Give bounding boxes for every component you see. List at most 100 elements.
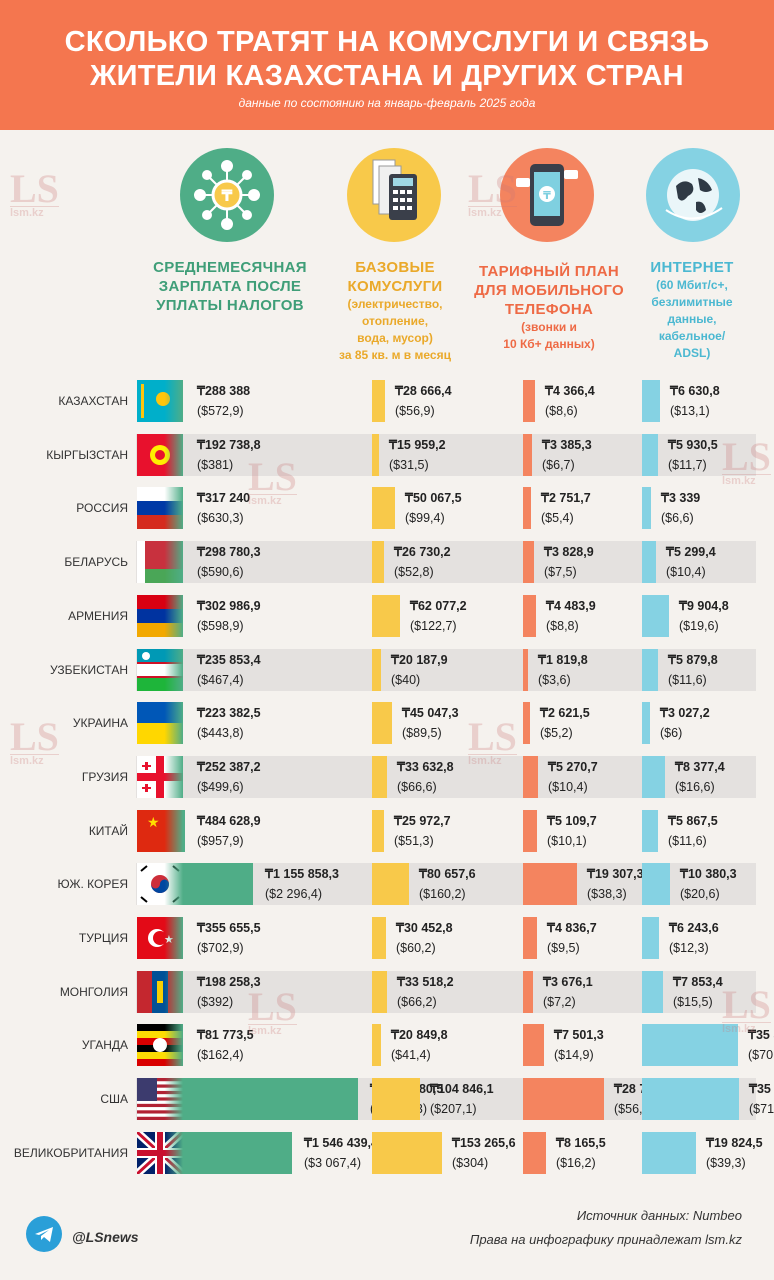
value-kzt: ₸35 502 — [748, 1028, 774, 1043]
value-usd: ($443,8) — [197, 726, 244, 741]
value-label-salary: ₸302 986,9 ($598,9) — [197, 596, 261, 636]
value-usd: ($66,6) — [397, 779, 437, 794]
value-kzt: ₸15 959,2 — [389, 437, 446, 452]
telegram-handle[interactable]: @LSnews — [72, 1229, 139, 1245]
value-usd: ($6,6) — [661, 511, 694, 526]
country-label: ЮЖ. КОРЕЯ — [57, 877, 128, 892]
value-usd: ($10,1) — [547, 833, 587, 848]
bar-utilities — [372, 648, 381, 691]
value-kzt: ₸317 240 — [197, 491, 251, 506]
value-kzt: ₸3 385,3 — [542, 437, 592, 452]
country-label: УГАНДА — [81, 1038, 128, 1053]
bar-utilities — [372, 1024, 381, 1067]
value-usd: ($6,7) — [542, 457, 575, 472]
value-usd: ($16,2) — [556, 1155, 596, 1170]
flag-kg — [137, 433, 183, 476]
value-usd: ($40) — [391, 672, 421, 687]
value-label-mobile: ₸4 836,7 ($9,5) — [547, 918, 597, 958]
column-heading-utilities: БАЗОВЫЕ КОМУСЛУГИ (электричество, отопление… — [316, 258, 474, 364]
value-kzt: ₸2 751,7 — [541, 491, 591, 506]
flag-kr — [137, 863, 183, 906]
value-usd: ($19,6) — [679, 618, 719, 633]
country-label: БЕЛАРУСЬ — [64, 555, 128, 570]
value-label-internet: ₸8 377,4 ($16,6) — [675, 757, 725, 797]
bar-internet — [642, 755, 665, 798]
telegram-icon[interactable] — [26, 1216, 62, 1252]
value-kzt: ₸10 380,3 — [680, 867, 737, 882]
column-subtitle-line: отопление, — [361, 314, 429, 328]
value-label-mobile: ₸8 165,5 ($16,2) — [556, 1133, 606, 1173]
value-label-salary: ₸1 546 439,4 ($3 067,4) — [304, 1133, 378, 1173]
value-kzt: ₸252 387,2 — [197, 759, 261, 774]
value-kzt: ₸298 780,3 — [197, 545, 261, 560]
value-kzt: ₸28 666,4 — [395, 384, 452, 398]
country-label: ГРУЗИЯ — [81, 769, 128, 784]
value-kzt: ₸6 243,6 — [669, 921, 719, 935]
flag-uz — [137, 648, 183, 691]
value-label-internet: ₸35 950,3 ($71) — [749, 1079, 774, 1119]
bar-internet — [642, 541, 656, 584]
watermark-logo: LS lsm.kz — [722, 434, 771, 487]
value-label-internet: ₸5 299,4 ($10,4) — [666, 542, 716, 582]
column-title-line: ТАРИФНЫЙ ПЛАН — [479, 263, 619, 280]
bar-mobile — [523, 1078, 604, 1121]
country-label: АРМЕНИЯ — [68, 608, 128, 623]
value-label-utilities: ₸80 657,6 ($160,2) — [419, 864, 476, 904]
value-kzt: ₸235 853,4 — [197, 652, 261, 667]
value-usd: ($3,6) — [538, 672, 571, 687]
value-label-utilities: ₸62 077,2 ($122,7) — [410, 596, 467, 636]
value-kzt: ₸5 867,5 — [668, 813, 718, 828]
flag-ru — [137, 487, 183, 530]
value-usd: ($702,9) — [197, 941, 244, 955]
watermark-site: lsm.kz — [248, 494, 297, 507]
value-label-mobile: ₸1 819,8 ($3,6) — [538, 650, 588, 690]
value-usd: ($11,6) — [668, 672, 707, 687]
value-label-mobile: ₸4 366,4 ($8,6) — [545, 381, 595, 421]
value-label-mobile: ₸19 307,3 ($38,3) — [587, 864, 644, 904]
column-subtitle-line: ADSL) — [673, 346, 711, 360]
bar-mobile — [523, 594, 536, 637]
value-usd: ($31,5) — [389, 457, 429, 472]
value-kzt: ₸104 846,1 — [430, 1082, 494, 1097]
bar-internet — [642, 380, 660, 422]
value-kzt: ₸355 655,5 — [197, 921, 261, 935]
money-network-icon: ₸ — [180, 148, 274, 242]
bar-utilities — [372, 917, 386, 959]
svg-text:₸: ₸ — [221, 186, 232, 205]
bar-mobile — [523, 1131, 546, 1174]
value-label-mobile: ₸7 501,3 ($14,9) — [554, 1025, 604, 1065]
value-label-internet: ₸10 380,3 ($20,6) — [680, 864, 737, 904]
globe-icon — [646, 148, 740, 242]
watermark-site: lsm.kz — [722, 1022, 771, 1035]
value-label-utilities: ₸26 730,2 ($52,8) — [394, 542, 451, 582]
value-kzt: ₸2 621,5 — [540, 706, 590, 721]
title-line-2: ЖИТЕЛИ КАЗАХСТАНА И ДРУГИХ СТРАН — [90, 60, 684, 92]
value-label-salary: ₸288 388 ($572,9) — [197, 381, 250, 421]
value-usd: ($590,6) — [197, 565, 244, 580]
country-label: ТУРЦИЯ — [78, 931, 128, 945]
bar-mobile — [523, 702, 530, 745]
value-usd: ($957,9) — [197, 833, 244, 848]
bar-utilities — [372, 433, 379, 476]
column-title-line: ДЛЯ МОБИЛЬНОГО — [474, 282, 624, 299]
value-label-utilities: ₸30 452,8 ($60,2) — [396, 918, 453, 958]
bar-utilities — [372, 487, 395, 530]
value-usd: ($14,9) — [554, 1048, 594, 1063]
bar-mobile — [523, 755, 538, 798]
subtitle: данные по состоянию на январь-февраль 20… — [238, 96, 536, 110]
bar-utilities — [372, 863, 409, 906]
value-usd: ($304) — [452, 1155, 489, 1170]
column-title-line: ЗАРПЛАТА ПОСЛЕ — [158, 278, 302, 295]
value-kzt: ₸4 366,4 — [545, 384, 595, 398]
value-usd: ($5,4) — [541, 511, 574, 526]
value-label-salary: ₸235 853,4 ($467,4) — [197, 650, 261, 690]
column-subtitle-line: кабельное/ — [658, 329, 726, 343]
value-label-mobile: ₸5 270,7 ($10,4) — [548, 757, 598, 797]
bar-utilities — [372, 755, 387, 798]
bar-utilities — [372, 809, 384, 852]
country-label: США — [100, 1092, 128, 1107]
column-heading-internet: ИНТЕРНЕТ (60 Мбит/с+, безлимитные данные, ка… — [634, 258, 750, 362]
bar-internet — [642, 648, 658, 691]
value-kzt: ₸25 972,7 — [394, 813, 451, 828]
country-label: УКРАИНА — [72, 716, 128, 731]
